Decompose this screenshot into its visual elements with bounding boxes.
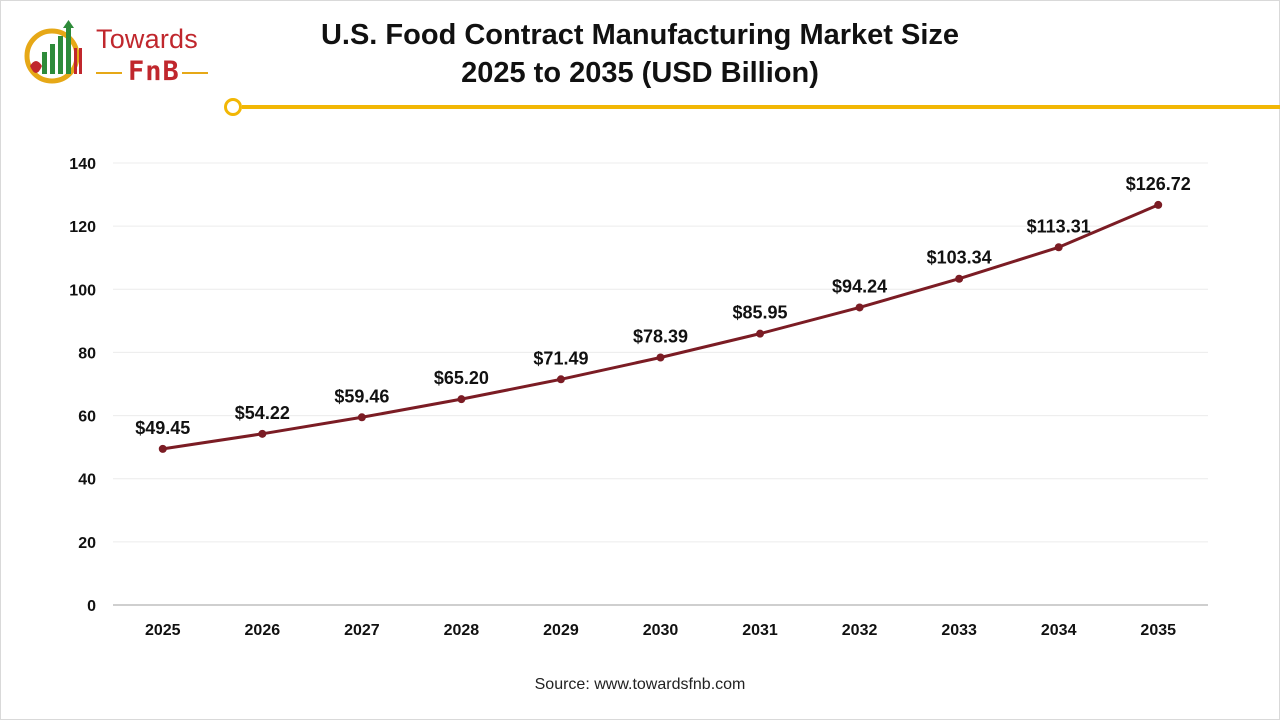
towards-fnb-logo: Towards FnB xyxy=(24,18,224,88)
data-label: $78.39 xyxy=(633,327,688,347)
y-tick-label: 80 xyxy=(78,345,96,362)
data-label: $94.24 xyxy=(832,276,887,296)
data-point xyxy=(855,303,864,312)
logo-divider-right xyxy=(182,72,208,74)
y-tick-label: 100 xyxy=(69,282,96,299)
x-tick-label: 2033 xyxy=(941,622,977,639)
x-tick-label: 2032 xyxy=(842,622,878,639)
x-tick-label: 2035 xyxy=(1140,622,1176,639)
source-note: Source: www.towardsfnb.com xyxy=(534,676,746,693)
chart-title-line-1: U.S. Food Contract Manufacturing Market … xyxy=(320,19,960,51)
data-label: $49.45 xyxy=(135,418,190,438)
data-point xyxy=(258,429,267,438)
data-point xyxy=(756,329,765,338)
data-point xyxy=(158,444,167,453)
header-rule-dot xyxy=(224,98,242,116)
data-label: $54.22 xyxy=(235,403,290,423)
y-tick-label: 0 xyxy=(87,598,96,615)
logo-emblem-icon xyxy=(24,20,82,84)
data-point xyxy=(656,353,665,362)
data-point xyxy=(1154,200,1163,209)
x-tick-label: 2026 xyxy=(245,622,281,639)
chart-title-line-2: 2025 to 2035 (USD Billion) xyxy=(461,57,819,89)
x-tick-label: 2034 xyxy=(1041,622,1077,639)
x-tick-label: 2028 xyxy=(444,622,480,639)
data-label: $71.49 xyxy=(533,348,588,368)
y-tick-label: 120 xyxy=(69,219,96,236)
logo-wordmark: Towards xyxy=(96,24,198,54)
data-label: $126.72 xyxy=(1126,174,1191,194)
data-point xyxy=(955,274,964,283)
data-label: $85.95 xyxy=(733,303,788,323)
y-tick-label: 20 xyxy=(78,535,96,552)
data-point xyxy=(556,375,565,384)
logo-divider-left xyxy=(96,72,122,74)
x-tick-label: 2029 xyxy=(543,622,579,639)
data-point xyxy=(457,395,466,404)
data-label: $65.20 xyxy=(434,368,489,388)
chart-title: U.S. Food Contract Manufacturing Market … xyxy=(320,16,960,92)
data-label: $103.34 xyxy=(927,248,992,268)
logo-subword: FnB xyxy=(128,56,180,87)
y-tick-label: 60 xyxy=(78,409,96,426)
x-tick-label: 2030 xyxy=(643,622,679,639)
data-point xyxy=(1054,243,1063,252)
data-point xyxy=(357,413,366,422)
data-label: $113.31 xyxy=(1027,216,1091,236)
x-tick-label: 2031 xyxy=(742,622,778,639)
x-tick-label: 2027 xyxy=(344,622,380,639)
data-label: $59.46 xyxy=(334,386,389,406)
x-tick-label: 2025 xyxy=(145,622,181,639)
y-tick-label: 140 xyxy=(69,156,96,173)
y-tick-label: 40 xyxy=(78,472,96,489)
header-rule-line xyxy=(242,105,1280,109)
